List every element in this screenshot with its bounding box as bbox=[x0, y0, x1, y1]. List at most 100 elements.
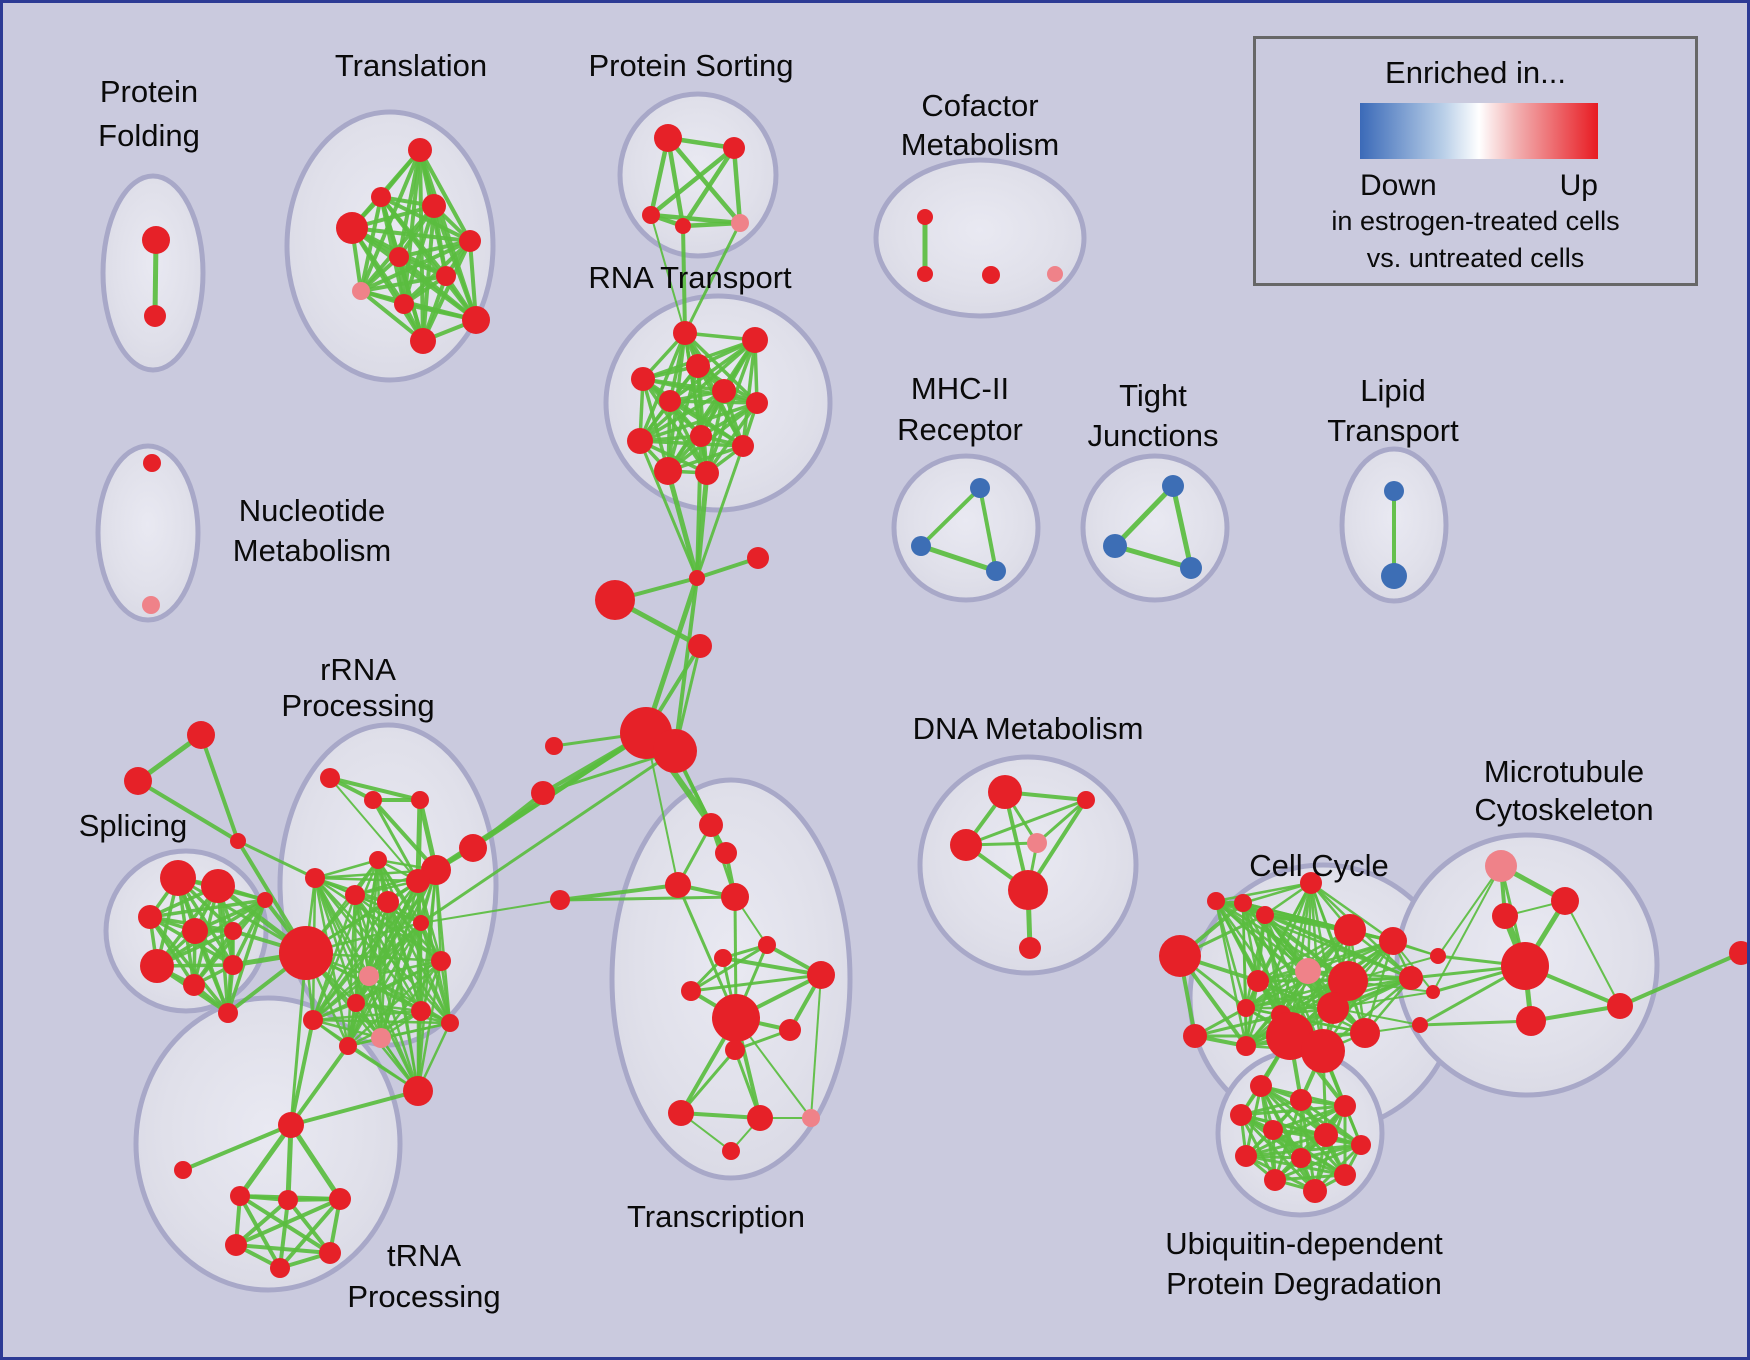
gene-set-node bbox=[732, 435, 754, 457]
edge bbox=[360, 239, 471, 293]
gene-set-node bbox=[1492, 903, 1518, 929]
gene-set-node bbox=[1237, 999, 1255, 1017]
gene-set-node bbox=[723, 137, 745, 159]
edge bbox=[1274, 1173, 1346, 1182]
edge bbox=[1530, 1004, 1621, 1023]
edge bbox=[368, 959, 442, 978]
legend-subtitle-line2: vs. untreated cells bbox=[1366, 243, 1585, 273]
edge bbox=[559, 883, 679, 902]
gene-set-node bbox=[339, 1037, 357, 1055]
gene-set-node bbox=[631, 367, 655, 391]
gene-set-node bbox=[347, 994, 365, 1012]
edge bbox=[920, 543, 997, 574]
cluster-label-splicing: Splicing bbox=[79, 808, 188, 843]
edge bbox=[371, 798, 438, 872]
cluster-label-mhc-ii-receptor: MHC-II bbox=[911, 371, 1009, 406]
gene-set-node bbox=[970, 478, 990, 498]
gene-set-node bbox=[459, 230, 481, 252]
cluster-ellipse-protein-folding bbox=[100, 173, 206, 373]
edge bbox=[638, 332, 687, 442]
gene-set-node bbox=[950, 829, 982, 861]
edge bbox=[643, 577, 700, 734]
edge bbox=[639, 401, 758, 443]
gene-set-node bbox=[230, 833, 246, 849]
gene-set-node bbox=[689, 570, 705, 586]
gene-set-node bbox=[1019, 937, 1041, 959]
gene-set-node bbox=[1516, 1006, 1546, 1036]
gene-set-node bbox=[201, 869, 235, 903]
legend-down-label: Down bbox=[1360, 169, 1437, 202]
gene-set-node bbox=[1008, 870, 1048, 910]
edge bbox=[1215, 899, 1412, 980]
edge bbox=[136, 779, 240, 843]
gene-set-node bbox=[1159, 935, 1201, 977]
gene-set-node bbox=[1334, 1095, 1356, 1117]
edge bbox=[1036, 798, 1087, 845]
cluster-label-tight-junctions: Junctions bbox=[1088, 418, 1219, 453]
gene-set-node bbox=[686, 354, 710, 378]
gene-set-node bbox=[394, 294, 414, 314]
gene-set-node bbox=[1350, 1018, 1380, 1048]
edge bbox=[312, 959, 442, 1022]
gene-set-node bbox=[747, 1105, 773, 1131]
edge bbox=[1273, 1104, 1347, 1182]
cluster-label-cofactor-metabolism: Metabolism bbox=[901, 127, 1060, 162]
gene-set-node bbox=[1317, 992, 1349, 1024]
edge bbox=[681, 225, 687, 334]
edge bbox=[288, 1123, 343, 1201]
gene-set-node bbox=[1303, 1179, 1327, 1203]
gene-set-node bbox=[182, 918, 208, 944]
cluster-label-cell-cycle: Cell Cycle bbox=[1249, 848, 1389, 883]
edge bbox=[810, 974, 822, 1119]
gene-set-node bbox=[218, 1003, 238, 1023]
cluster-ellipse-tight-junctions bbox=[1080, 453, 1230, 603]
gene-set-node bbox=[305, 868, 325, 888]
edge bbox=[312, 1018, 382, 1040]
gene-set-node bbox=[406, 869, 430, 893]
edge bbox=[311, 894, 357, 1021]
gene-set-node bbox=[230, 1186, 250, 1206]
gene-set-node bbox=[675, 218, 691, 234]
gene-set-node bbox=[1256, 906, 1274, 924]
cluster-label-trna-processing: tRNA bbox=[387, 1238, 461, 1273]
gene-set-node bbox=[138, 905, 162, 929]
gene-set-node bbox=[364, 791, 382, 809]
edge bbox=[649, 146, 736, 217]
legend-subtitle-line1: in estrogen-treated cells bbox=[1331, 206, 1620, 236]
gene-set-node bbox=[1501, 942, 1549, 990]
legend-up-label: Up bbox=[1559, 169, 1598, 202]
gene-set-node bbox=[1236, 1036, 1256, 1056]
gene-set-node bbox=[681, 981, 701, 1001]
edge bbox=[919, 486, 982, 548]
gene-set-node bbox=[142, 596, 160, 614]
gene-set-node bbox=[1430, 948, 1446, 964]
edge bbox=[416, 960, 443, 1092]
gene-set-node bbox=[1300, 872, 1322, 894]
cluster-label-trna-processing: Processing bbox=[347, 1279, 500, 1314]
gene-set-node bbox=[1551, 887, 1579, 915]
edge bbox=[1332, 991, 1434, 1009]
edge bbox=[642, 377, 758, 405]
cluster-label-cofactor-metabolism: Cofactor bbox=[921, 88, 1038, 123]
gene-set-node bbox=[160, 860, 196, 896]
edge bbox=[420, 749, 676, 925]
edge bbox=[680, 1111, 761, 1120]
edge bbox=[1170, 485, 1194, 569]
edge bbox=[683, 222, 742, 334]
cluster-label-rna-transport: RNA Transport bbox=[588, 260, 792, 295]
gene-set-node bbox=[715, 842, 737, 864]
gene-set-node bbox=[545, 737, 563, 755]
edge bbox=[439, 960, 452, 1024]
edge bbox=[367, 975, 420, 1092]
edge bbox=[1419, 1019, 1532, 1027]
gene-set-node bbox=[270, 1258, 290, 1278]
gene-set-node bbox=[1183, 1024, 1207, 1048]
gene-set-node bbox=[550, 890, 570, 910]
gene-set-node bbox=[673, 321, 697, 345]
gene-set-node bbox=[642, 206, 660, 224]
gene-set-node bbox=[742, 327, 768, 353]
edge bbox=[359, 149, 422, 292]
edge bbox=[286, 1198, 332, 1255]
edge bbox=[1564, 900, 1621, 1007]
